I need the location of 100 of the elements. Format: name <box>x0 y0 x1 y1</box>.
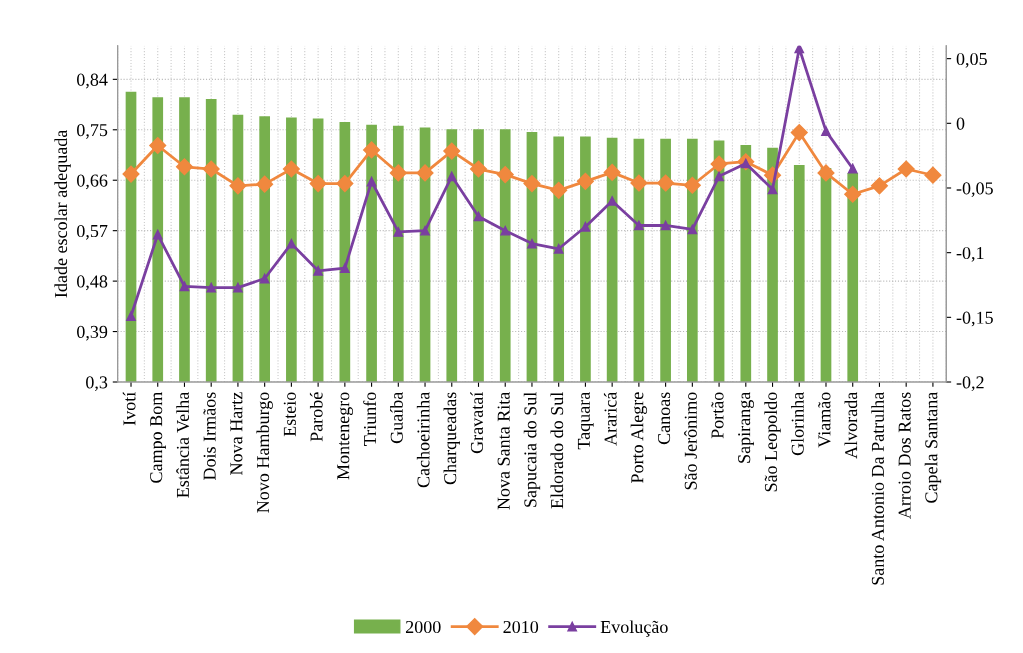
point <box>500 225 511 236</box>
y2-tick-label: -0,2 <box>956 376 984 392</box>
legend-label: 2010 <box>503 620 539 634</box>
point <box>446 171 457 182</box>
point <box>179 281 190 292</box>
x-tick-label: Capela Santana <box>924 391 942 503</box>
point <box>870 177 889 195</box>
x-tick-label: Araricá <box>603 391 617 446</box>
point <box>687 224 698 235</box>
y2-tick-label: 0 <box>956 117 965 130</box>
x-tick-label: Eldorado do Sul <box>550 392 564 509</box>
point <box>469 160 488 178</box>
y2-tick-label: -0,15 <box>956 311 993 327</box>
point <box>233 282 243 293</box>
x-tick-label: Taquara <box>577 391 594 450</box>
x-tick-label: Arroio Dos Ratos <box>898 392 911 519</box>
point <box>790 124 808 142</box>
x-tick-label: Cachoeirinha <box>416 391 430 488</box>
point <box>817 164 835 182</box>
point <box>309 175 327 193</box>
x-tick-label: Glorinha <box>791 391 804 456</box>
point <box>416 164 434 182</box>
point <box>206 282 217 293</box>
point <box>844 185 862 203</box>
point <box>576 172 594 190</box>
point <box>924 166 942 184</box>
point <box>523 175 541 193</box>
x-tick-label: Novo Hamburgo <box>256 392 273 513</box>
x-tick-label: Nova Santa Rita <box>497 391 510 510</box>
point <box>420 225 430 236</box>
point <box>767 184 778 195</box>
point <box>553 243 564 254</box>
x-tick-label: Parobé <box>309 392 323 442</box>
x-tick-label: Canoas <box>658 392 671 445</box>
x-tick-label: Nova Hartz <box>230 392 243 475</box>
x-tick-label: Viamão <box>818 392 831 448</box>
x-tick-label: Esteio <box>283 392 296 437</box>
point <box>660 220 671 231</box>
x-tick-label: Gravataí <box>470 391 484 454</box>
legend-label: Evolução <box>600 620 668 637</box>
point <box>256 175 274 193</box>
x-tick-label: Porto Alegre <box>630 392 648 483</box>
point <box>710 155 728 173</box>
x-tick-label: Estância Velha <box>176 391 190 498</box>
point <box>473 211 484 222</box>
point <box>126 311 136 321</box>
x-tick-label: Sapiranga <box>738 391 754 463</box>
x-tick-label: Triunfo <box>363 392 377 446</box>
x-tick-label: Alvorada <box>844 391 858 459</box>
point <box>580 221 591 232</box>
point <box>683 176 701 194</box>
point <box>603 163 621 181</box>
x-tick-label: Sapucaia do Sul <box>523 392 541 507</box>
y2-tick-label: -0,05 <box>956 182 993 198</box>
x-tick-label: São Jerônimo <box>684 392 697 490</box>
point <box>366 176 377 187</box>
y-tick-label: 0,84 <box>77 73 108 89</box>
y2-tick-label: -0,1 <box>956 246 984 262</box>
x-tick-label: Campo Bom <box>150 392 166 483</box>
point <box>259 273 270 284</box>
point <box>313 265 323 276</box>
point <box>175 158 194 176</box>
x-tick-label: Ivotí <box>122 391 136 426</box>
point <box>821 126 831 136</box>
y-tick-label: 0,57 <box>77 224 108 240</box>
point <box>389 164 407 182</box>
point <box>152 229 163 240</box>
point <box>122 165 140 183</box>
point <box>443 142 461 160</box>
x-tick-label: Guaíba <box>390 391 403 444</box>
legend-label: 2000 <box>405 620 441 634</box>
x-tick-label: Santo Antonio Da Patrulha <box>871 391 884 585</box>
y-tick-label: 0,39 <box>77 325 108 341</box>
point <box>202 160 220 178</box>
point <box>630 174 648 192</box>
point <box>286 238 297 249</box>
point <box>607 196 618 206</box>
y-tick-label: 0,75 <box>77 124 108 139</box>
point <box>550 181 568 199</box>
point <box>634 220 644 231</box>
point <box>363 141 381 159</box>
point <box>527 238 537 249</box>
point <box>794 45 805 54</box>
point <box>897 160 915 178</box>
point <box>847 163 858 174</box>
x-tick-label: Dois Irmãos <box>203 392 216 480</box>
y-axis-title: Idade escolar adequada <box>54 129 71 298</box>
point <box>229 177 247 195</box>
x-tick-label: Portão <box>711 392 724 439</box>
x-tick-label: Charqueadas <box>443 392 460 485</box>
y-tick-label: 0,3 <box>86 376 108 392</box>
point <box>657 174 675 192</box>
point <box>336 175 354 193</box>
point <box>393 227 404 237</box>
y-tick-label: 0,48 <box>77 275 108 291</box>
x-tick-label: São Leopoldo <box>764 392 781 492</box>
y2-tick-label: 0,05 <box>956 52 987 68</box>
point <box>496 166 514 184</box>
y-tick-label: 0,66 <box>77 174 108 190</box>
point <box>149 136 167 155</box>
